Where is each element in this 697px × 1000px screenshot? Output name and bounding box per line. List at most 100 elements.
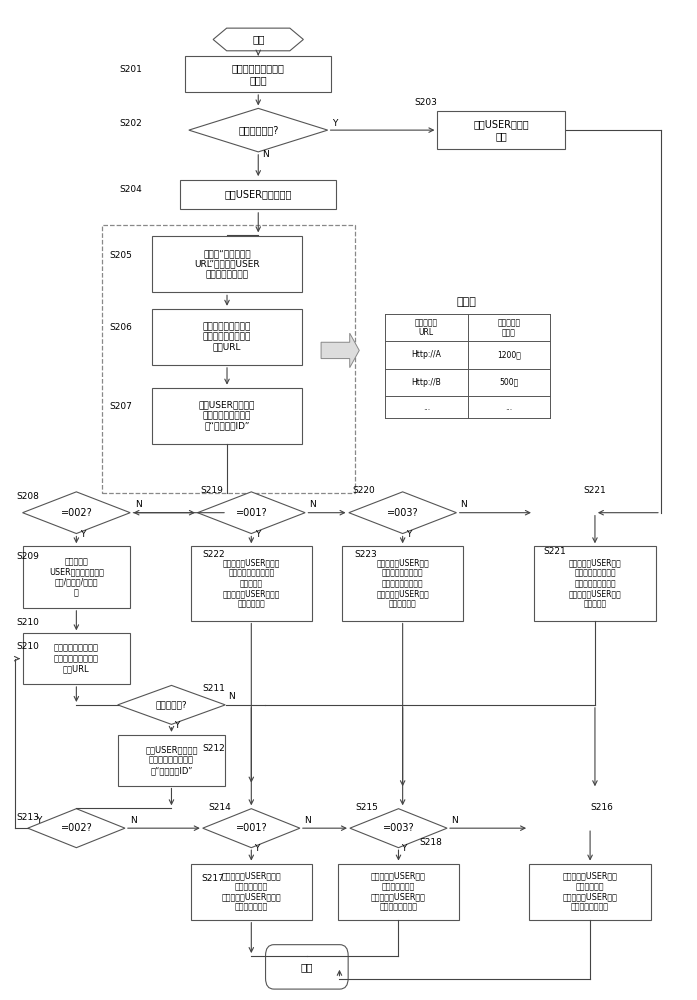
Text: =001?: =001? — [236, 508, 267, 518]
Text: Y: Y — [406, 530, 411, 539]
Text: S213: S213 — [17, 813, 40, 822]
Text: S210: S210 — [17, 642, 40, 651]
Text: 对按降序排序的求和
结果，获取下一条的
页面URL: 对按降序排序的求和 结果，获取下一条的 页面URL — [54, 644, 99, 674]
Text: 是否已经注册?: 是否已经注册? — [238, 125, 278, 135]
Polygon shape — [118, 685, 225, 724]
FancyBboxPatch shape — [534, 546, 656, 621]
Text: S221: S221 — [543, 547, 566, 556]
FancyBboxPatch shape — [190, 864, 312, 920]
Text: Y: Y — [36, 816, 42, 825]
FancyBboxPatch shape — [153, 236, 302, 292]
Text: 查找USER轨迹数据
表，找到该页面对应
的“所属用户ID”: 查找USER轨迹数据 表，找到该页面对应 的“所属用户ID” — [145, 745, 198, 775]
FancyBboxPatch shape — [266, 945, 348, 989]
Text: S216: S216 — [590, 803, 613, 812]
Polygon shape — [28, 809, 125, 848]
Text: 高优先级：USER的身
份是生产商；
低优先级：USER的身
份是技术转化机构: 高优先级：USER的身 份是生产商； 低优先级：USER的身 份是技术转化机构 — [562, 872, 618, 912]
Text: Http://B: Http://B — [411, 378, 441, 387]
FancyBboxPatch shape — [22, 546, 130, 608]
FancyBboxPatch shape — [437, 111, 565, 149]
Text: S211: S211 — [203, 684, 226, 693]
Polygon shape — [22, 492, 130, 534]
FancyBboxPatch shape — [22, 633, 130, 684]
Text: 高优先级：
USER的身份是技术持
有人/生产商/临床机
构: 高优先级： USER的身份是技术持 有人/生产商/临床机 构 — [49, 557, 104, 597]
Text: S201: S201 — [119, 65, 142, 74]
Text: 点击页面的
URL: 点击页面的 URL — [415, 318, 438, 337]
Text: 高优先级：USER的身份
是关注技术信息的技术
转化机构；
低优先级：USER的身份
是技术持有人: 高优先级：USER的身份 是关注技术信息的技术 转化机构； 低优先级：USER的… — [222, 558, 280, 609]
Text: =002?: =002? — [61, 508, 92, 518]
Text: 找到下一条?: 找到下一条? — [155, 700, 187, 709]
Text: =002?: =002? — [61, 823, 92, 833]
Text: 500秒: 500秒 — [499, 378, 519, 387]
FancyBboxPatch shape — [185, 56, 331, 92]
Text: ...: ... — [505, 403, 512, 412]
Text: S212: S212 — [203, 744, 225, 753]
Text: Y: Y — [254, 844, 259, 853]
Text: S206: S206 — [109, 323, 132, 332]
Text: N: N — [228, 692, 234, 701]
Text: N: N — [304, 816, 311, 825]
Text: 高优先级：USER的身
份是关注样品加工生
产的技术转化机构；
低优先级：USER的身
份是生产商: 高优先级：USER的身 份是关注样品加工生 产的技术转化机构； 低优先级：USE… — [569, 558, 621, 609]
Text: N: N — [135, 500, 142, 509]
Text: S210: S210 — [17, 618, 40, 627]
FancyBboxPatch shape — [180, 180, 337, 209]
Text: Y: Y — [401, 844, 406, 853]
Text: 结束: 结束 — [300, 962, 313, 972]
Text: 开始: 开始 — [252, 34, 264, 44]
Text: N: N — [460, 500, 467, 509]
Text: 页面停留时
长求和: 页面停留时 长求和 — [497, 318, 521, 337]
Text: 查找注册的用户信息
数据表: 查找注册的用户信息 数据表 — [232, 63, 284, 85]
Polygon shape — [350, 809, 447, 848]
Text: =003?: =003? — [387, 508, 418, 518]
Text: S202: S202 — [119, 119, 142, 128]
Polygon shape — [321, 333, 359, 368]
Text: S208: S208 — [17, 492, 40, 501]
Text: 1200秒: 1200秒 — [497, 350, 521, 359]
Text: 查找USER轨迹数据
表，找到该页面对应
的“所属用户ID”: 查找USER轨迹数据 表，找到该页面对应 的“所属用户ID” — [199, 401, 255, 431]
Text: 以同一“点击页面的
URL”分组，对USER
页面停留时长求和: 以同一“点击页面的 URL”分组，对USER 页面停留时长求和 — [194, 249, 260, 279]
FancyBboxPatch shape — [342, 546, 464, 621]
Text: Y: Y — [80, 530, 85, 539]
FancyBboxPatch shape — [529, 864, 651, 920]
Text: S223: S223 — [354, 550, 377, 559]
Text: N: N — [261, 150, 268, 159]
FancyBboxPatch shape — [102, 225, 355, 493]
FancyBboxPatch shape — [153, 388, 302, 444]
FancyBboxPatch shape — [338, 864, 459, 920]
Polygon shape — [203, 809, 300, 848]
Text: S220: S220 — [352, 486, 375, 495]
Text: S214: S214 — [208, 803, 231, 812]
Text: 高优先级：USER的身
份是临床机构；
低优先级：USER的身
份是技术转化机构: 高优先级：USER的身 份是临床机构； 低优先级：USER的身 份是技术转化机构 — [371, 872, 426, 912]
Text: S219: S219 — [201, 486, 224, 495]
Text: =001?: =001? — [236, 823, 267, 833]
Text: Http://A: Http://A — [411, 350, 441, 359]
Text: 高优先级：USER的身
份是关注产品临床应
用的技术转化机构；
低优先级：USER的身
份是临床机构: 高优先级：USER的身 份是关注产品临床应 用的技术转化机构； 低优先级：USE… — [376, 558, 429, 609]
Text: S217: S217 — [201, 874, 224, 883]
Text: S221: S221 — [583, 486, 606, 495]
Text: 对求和结果按降序排
序，获得时长最长的
页面URL: 对求和结果按降序排 序，获得时长最长的 页面URL — [203, 322, 251, 352]
Polygon shape — [348, 492, 457, 534]
Text: S205: S205 — [109, 251, 132, 260]
Text: Y: Y — [332, 119, 337, 128]
FancyBboxPatch shape — [153, 309, 302, 365]
Text: S215: S215 — [355, 803, 378, 812]
FancyBboxPatch shape — [190, 546, 312, 621]
Text: 获取USER的身份
信息: 获取USER的身份 信息 — [473, 119, 529, 141]
Text: ...: ... — [422, 403, 430, 412]
FancyBboxPatch shape — [118, 735, 225, 786]
Text: Y: Y — [174, 721, 180, 730]
Text: S218: S218 — [420, 838, 442, 847]
Text: 临时表: 临时表 — [457, 297, 477, 307]
Text: S207: S207 — [109, 402, 132, 411]
Text: S209: S209 — [17, 552, 40, 561]
Text: S203: S203 — [415, 98, 437, 107]
Text: =003?: =003? — [383, 823, 414, 833]
Text: Y: Y — [255, 530, 260, 539]
Polygon shape — [189, 108, 328, 152]
Text: S204: S204 — [119, 185, 142, 194]
Text: N: N — [451, 816, 458, 825]
Text: N: N — [130, 816, 137, 825]
Text: 高优先级：USER的身份
是技术持有人；
低优先级：USER的身份
是技术转化机构: 高优先级：USER的身份 是技术持有人； 低优先级：USER的身份 是技术转化机… — [222, 872, 281, 912]
Text: N: N — [309, 500, 316, 509]
Text: 查找USER轨迹数据表: 查找USER轨迹数据表 — [224, 189, 292, 199]
Polygon shape — [197, 492, 305, 534]
